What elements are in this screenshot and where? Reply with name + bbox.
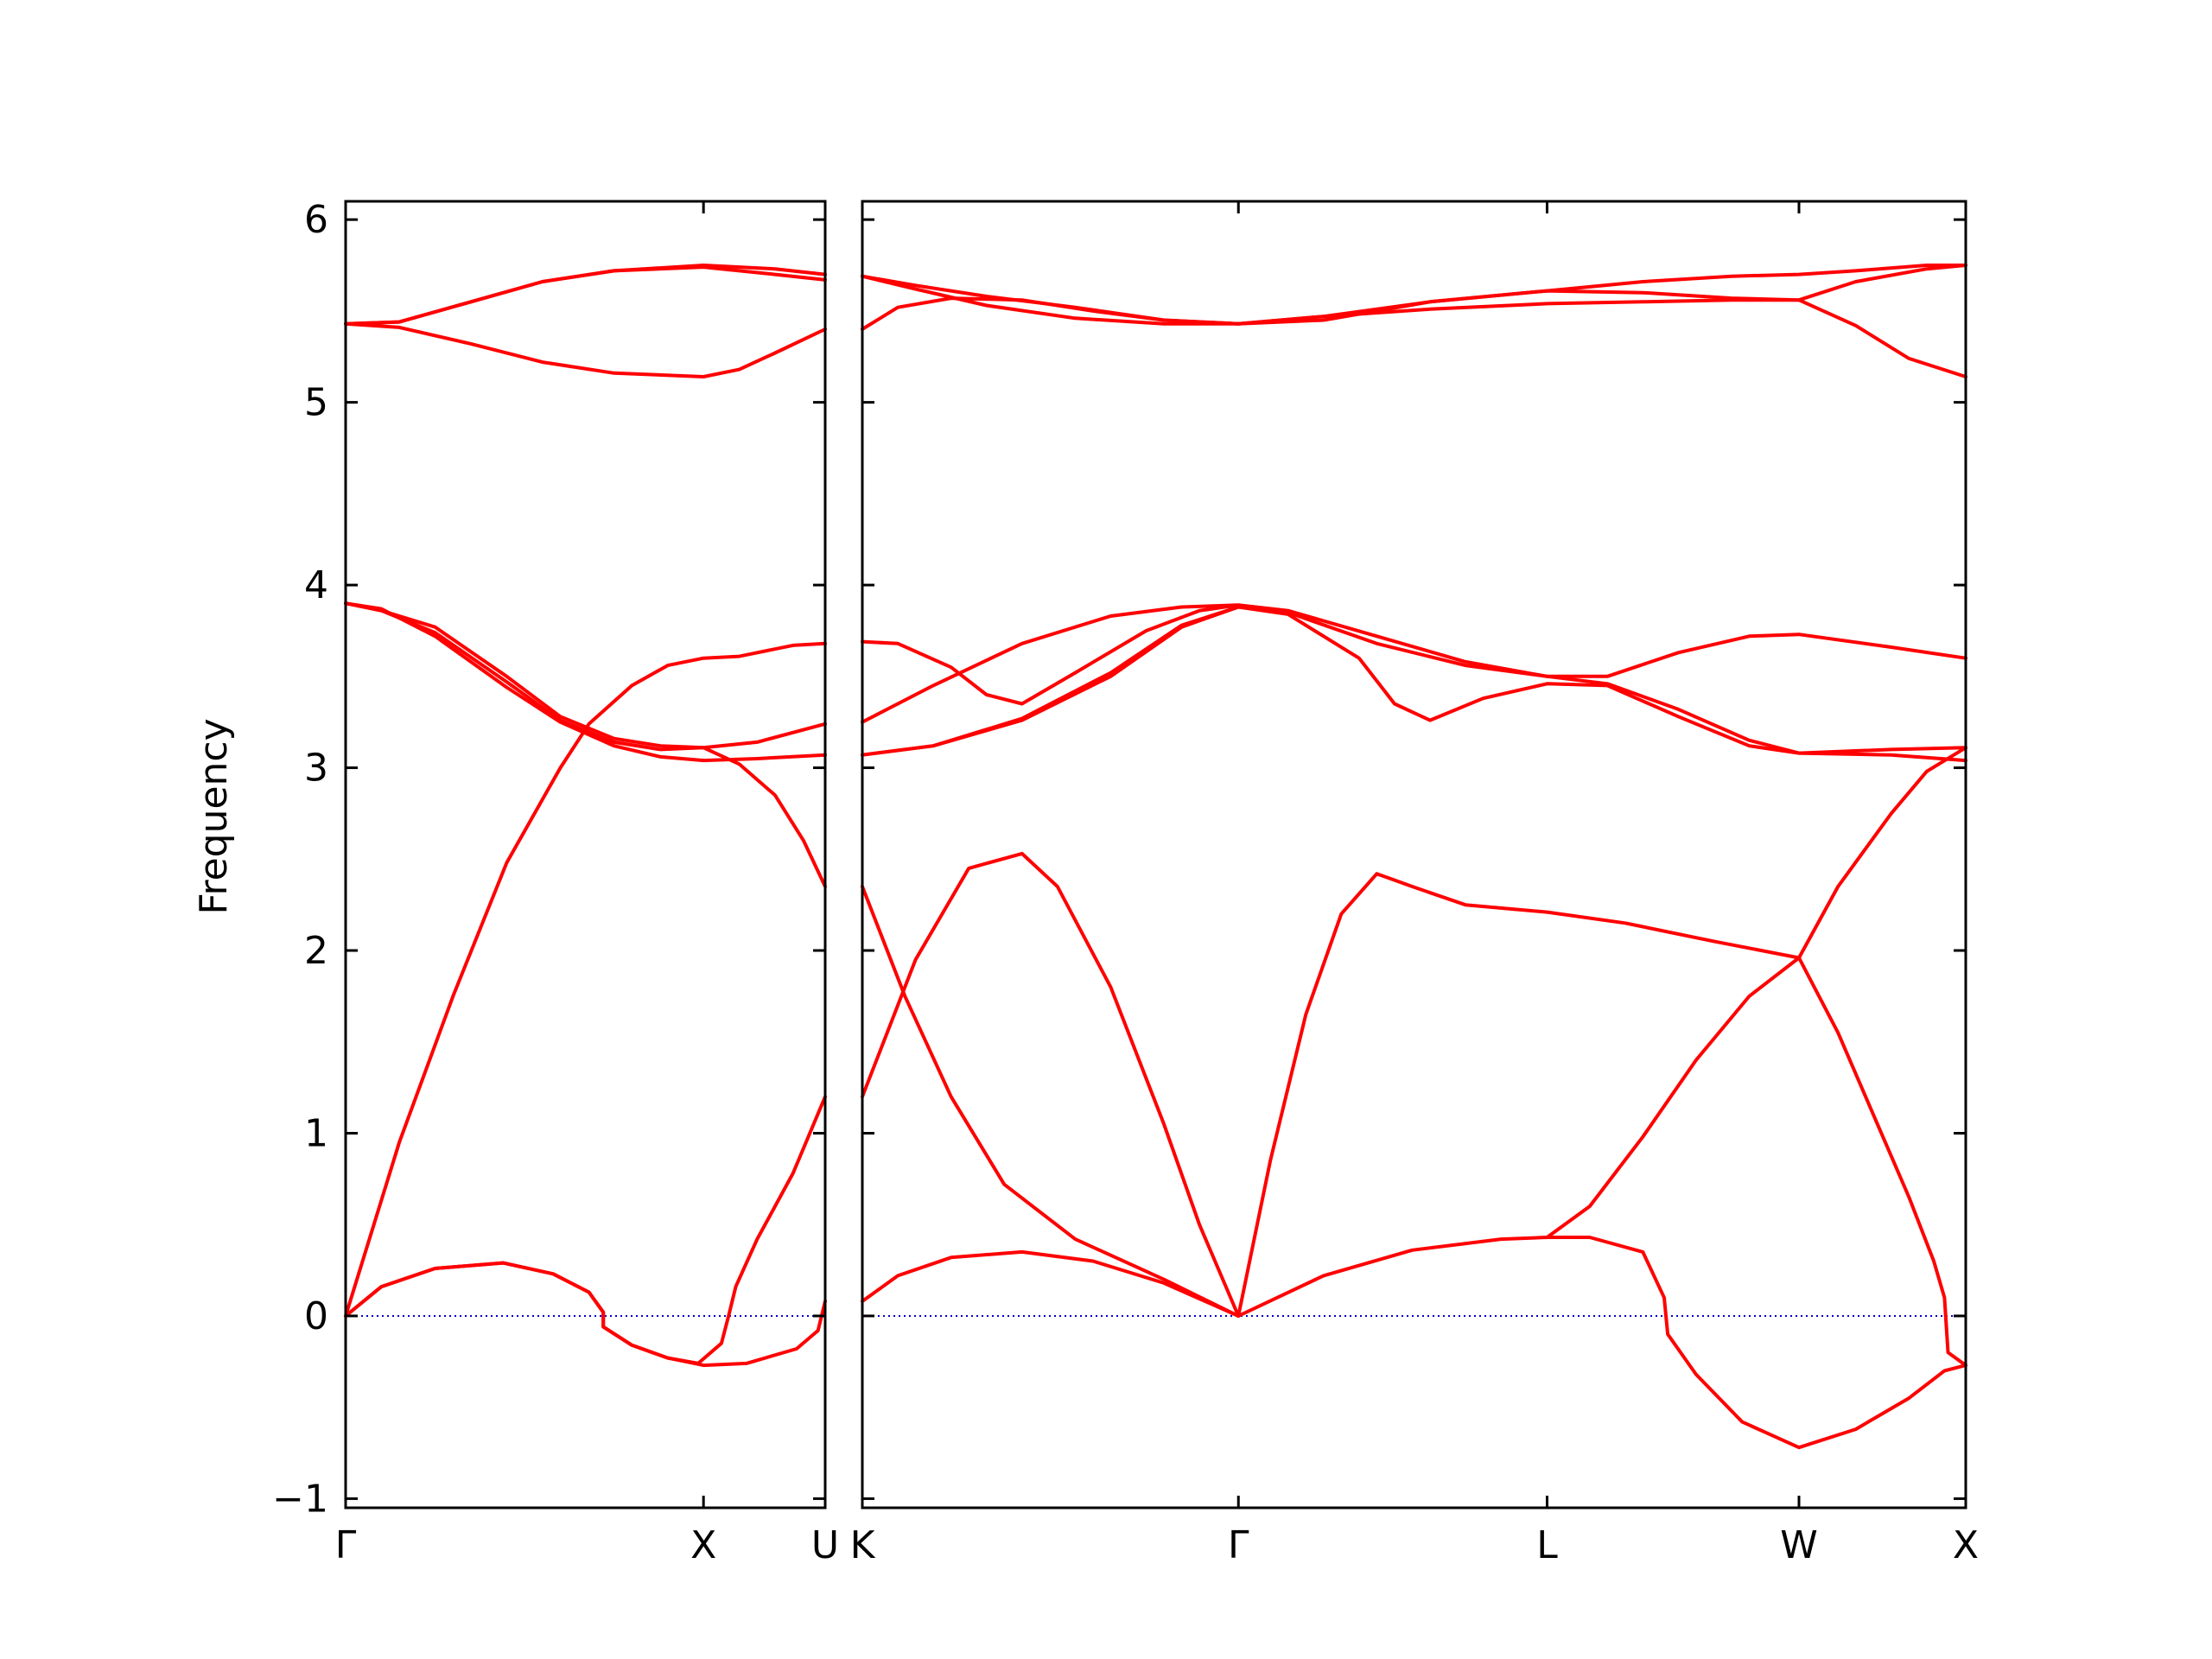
x-tick-label: L [1536,1523,1558,1567]
band-0-8 [344,601,827,888]
band-1-10 [861,603,1967,724]
band-1-5 [1545,956,1801,1239]
band-1-0 [861,1249,1241,1318]
band-1-13 [861,274,1967,378]
x-tick-label: X [1953,1523,1979,1567]
band-1-11 [861,603,1241,706]
band-1-7 [1797,956,1967,1368]
plot-frame-1 [861,200,1967,1510]
x-tick-label: W [1780,1523,1818,1567]
panel-gamma-x-u: −1 0 1 2 3 4 5 6 Γ X U [272,198,839,1567]
band-1-8 [861,605,1967,763]
band-0-1 [344,641,827,1318]
band-1-14 [861,264,1967,326]
band-1-1 [861,851,1241,1318]
y-tick-label: 3 [304,747,328,791]
band-1-4 [1236,872,1801,1318]
x-tick-label: K [850,1523,876,1567]
band-1-3 [1236,1236,1967,1450]
band-1-2 [861,885,1241,1318]
y-axis-label: Frequency [192,718,236,914]
band-0-7 [344,1095,827,1365]
x-tick-label: Γ [1228,1523,1249,1567]
x-tick-label: X [690,1523,716,1567]
y-tick-label: 4 [304,563,328,607]
y-tick-label: 5 [304,381,328,425]
y-tick-label: 0 [304,1294,328,1338]
y-tick-label: 2 [304,929,328,973]
y-tick-label: −1 [272,1477,328,1521]
band-0-0 [344,1261,827,1368]
band-0-5 [344,321,827,378]
y-tick-label: 6 [304,198,328,242]
band-1-6 [1797,746,1967,960]
band-0-3 [344,601,827,750]
x-tick-label: U [811,1523,839,1567]
y-tick-label: 1 [304,1111,328,1155]
plot-frame-0 [344,200,827,1510]
band-0-6 [344,265,827,326]
band-1-12 [861,264,1967,331]
x-tick-label: Γ [335,1523,357,1567]
band-1-9 [861,605,1967,757]
